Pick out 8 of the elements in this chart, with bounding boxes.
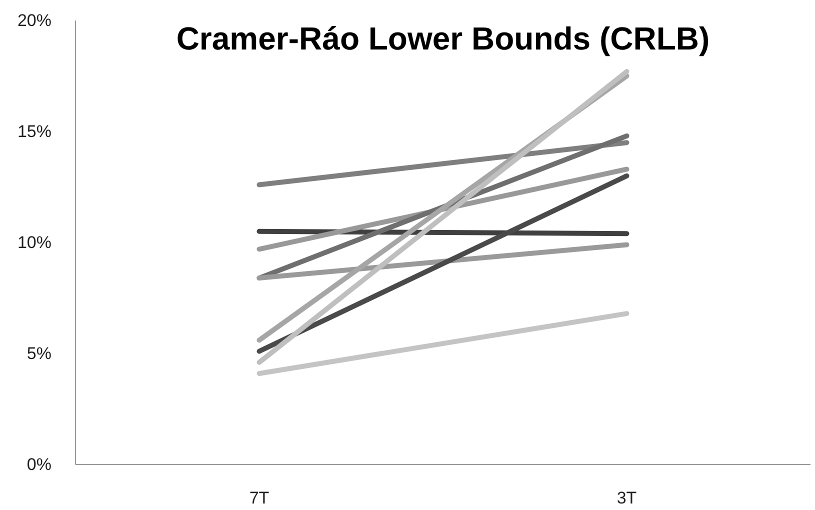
- y-tick-label: 10%: [17, 233, 52, 252]
- y-tick-label: 15%: [17, 122, 52, 141]
- y-tick-label: 0%: [26, 455, 52, 474]
- x-tick-label: 7T: [249, 488, 270, 508]
- y-tick-label: 20%: [17, 11, 52, 30]
- x-tick-label: 3T: [616, 488, 637, 508]
- y-tick-label: 5%: [26, 344, 52, 363]
- chart-title: Cramer-Ráo Lower Bounds (CRLB): [176, 20, 710, 56]
